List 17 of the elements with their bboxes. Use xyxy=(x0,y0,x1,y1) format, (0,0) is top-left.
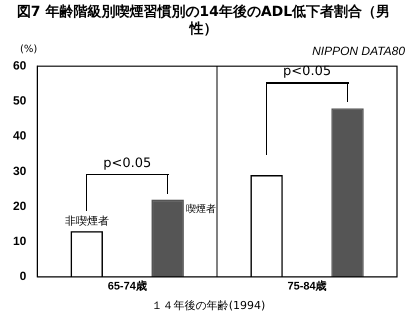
y-tick-label: 30 xyxy=(12,164,27,178)
y-tick-label: 50 xyxy=(12,94,27,108)
chart-subtitle: NIPPON DATA80 xyxy=(312,44,405,58)
series-label: 非喫煙者 xyxy=(64,214,109,228)
x-tick-label: 65-74歳 xyxy=(108,279,147,292)
y-axis-title: (%) xyxy=(20,44,38,55)
y-tick-label: 60 xyxy=(12,58,27,73)
x-axis-title: １４年後の年齢(1994) xyxy=(150,298,266,313)
annotation: p<0.05 xyxy=(283,64,332,80)
annotation: p<0.05 xyxy=(103,156,152,171)
series-label: 喫煙者 xyxy=(186,203,216,216)
chart-title: 図7 年齢階級別喫煙習慣別の14年後のADL低下者割合（男性） xyxy=(16,3,392,39)
x-tick-label: 75-84歳 xyxy=(288,279,327,292)
y-tick-label: 10 xyxy=(12,234,27,248)
y-tick-label: 40 xyxy=(12,128,27,143)
y-tick-label: 0 xyxy=(20,269,27,284)
y-tick-label: 20 xyxy=(12,198,27,213)
